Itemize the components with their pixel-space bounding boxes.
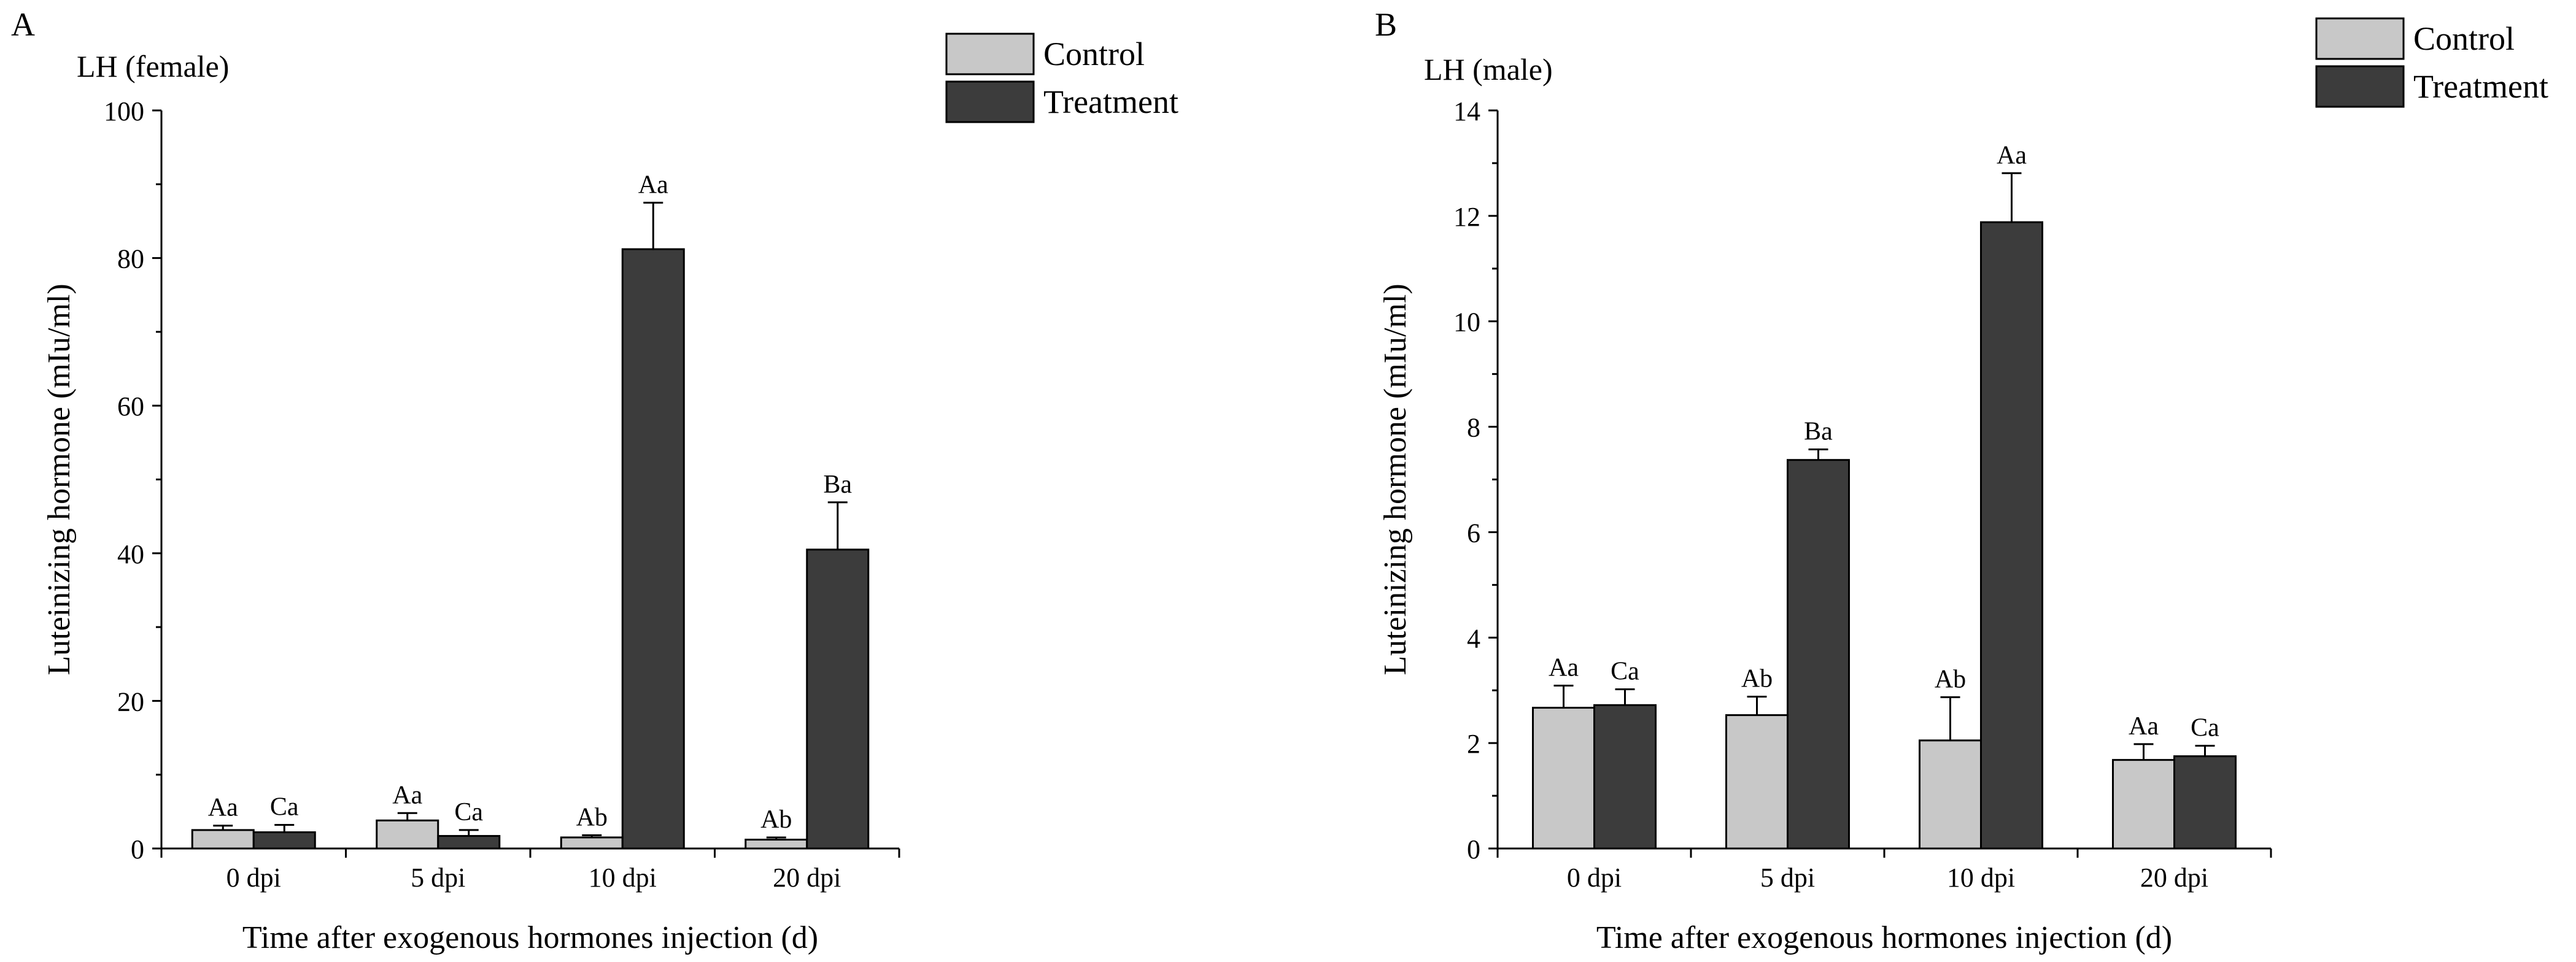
bar-treatment — [2173, 755, 2237, 850]
bar-treatment — [1593, 704, 1657, 850]
y-tick-label: 8 — [1467, 413, 1480, 443]
y-tick-label: 4 — [1467, 623, 1480, 653]
bar-control — [1919, 739, 1982, 850]
legend-label: Control — [1043, 36, 1145, 72]
y-tick-label: 60 — [117, 391, 144, 421]
panel-label: B — [1375, 6, 1397, 43]
y-tick-label: 12 — [1453, 202, 1480, 232]
significance-label: Ab — [576, 803, 608, 831]
significance-label: Aa — [208, 794, 238, 822]
bar-treatment — [621, 248, 685, 850]
y-tick-label: 6 — [1467, 518, 1480, 548]
x-tick-label: 5 dpi — [1760, 863, 1815, 893]
x-tick-label: 10 dpi — [589, 863, 657, 893]
significance-label: Ca — [2191, 714, 2219, 742]
y-axis-label: Luteinizing hormone (mIu/ml) — [42, 283, 77, 675]
y-tick-label: 0 — [1467, 834, 1480, 864]
significance-label: Ca — [454, 798, 483, 826]
bar-treatment — [806, 548, 870, 850]
chart-title: LH (male) — [1424, 52, 1553, 87]
legend-swatch-treatment — [945, 80, 1035, 123]
x-axis-label: Time after exogenous hormones injection … — [1596, 920, 2172, 955]
y-axis-label: Luteinizing hormone (mIu/ml) — [1378, 283, 1413, 675]
bar-treatment — [1787, 459, 1850, 850]
x-tick-label: 20 dpi — [773, 863, 841, 893]
significance-label: Ab — [1935, 665, 1966, 693]
significance-label: Ab — [1741, 665, 1773, 693]
legend-label: Treatment — [1043, 83, 1178, 120]
legend-label: Treatment — [2413, 68, 2548, 105]
legend-swatch-control — [2315, 17, 2405, 60]
legend-swatch-treatment — [2315, 65, 2405, 108]
significance-label: Aa — [1549, 653, 1579, 682]
legend-swatch-control — [945, 33, 1035, 75]
x-axis-label: Time after exogenous hormones injection … — [242, 920, 818, 955]
y-tick-label: 14 — [1453, 96, 1480, 126]
bar-treatment — [1980, 221, 2043, 850]
significance-label: Ca — [270, 793, 299, 822]
legend: Control Treatment — [2315, 17, 2548, 108]
significance-label: Ba — [823, 471, 852, 499]
panel-label: A — [11, 6, 35, 43]
bar-control — [1532, 707, 1595, 850]
bar-treatment — [252, 831, 316, 850]
significance-label: Aa — [1997, 141, 2027, 169]
x-tick-label: 5 dpi — [411, 863, 465, 893]
y-tick-label: 20 — [117, 687, 144, 717]
significance-label: Ab — [760, 806, 792, 834]
y-tick-label: 10 — [1453, 307, 1480, 337]
chart-title: LH (female) — [77, 49, 229, 83]
x-tick-label: 0 dpi — [1567, 863, 1622, 893]
significance-label: Ba — [1804, 418, 1833, 446]
y-tick-label: 80 — [117, 244, 144, 274]
y-tick-label: 0 — [131, 834, 144, 864]
bar-treatment — [437, 835, 501, 850]
bar-control — [376, 819, 439, 850]
bar-control — [2112, 759, 2175, 850]
bar-control — [1725, 714, 1789, 850]
bar-control — [191, 829, 255, 850]
bar-control — [745, 839, 808, 850]
legend-label: Control — [2413, 20, 2515, 57]
significance-label: Aa — [392, 781, 422, 809]
bar-control — [560, 836, 624, 850]
y-tick-label: 40 — [117, 539, 144, 569]
chart-panel-b: B LH (male) 0 2 4 6 8 10 12 14 0 dpi 5 dpi 10 dpi 20 … — [1375, 6, 2548, 955]
significance-label: Aa — [638, 171, 668, 199]
y-tick-label: 2 — [1467, 729, 1480, 759]
y-tick-label: 100 — [104, 96, 144, 126]
x-tick-label: 0 dpi — [226, 863, 281, 893]
x-tick-label: 20 dpi — [2140, 863, 2208, 893]
x-tick-label: 10 dpi — [1947, 863, 2015, 893]
significance-label: Aa — [2129, 712, 2159, 741]
chart-panel-a: A LH (female) 0 20 40 60 80 100 0 dpi 5 dpi 10 dpi… — [11, 6, 1178, 955]
legend: Control Treatment — [945, 33, 1178, 123]
significance-label: Ca — [1611, 657, 1639, 685]
